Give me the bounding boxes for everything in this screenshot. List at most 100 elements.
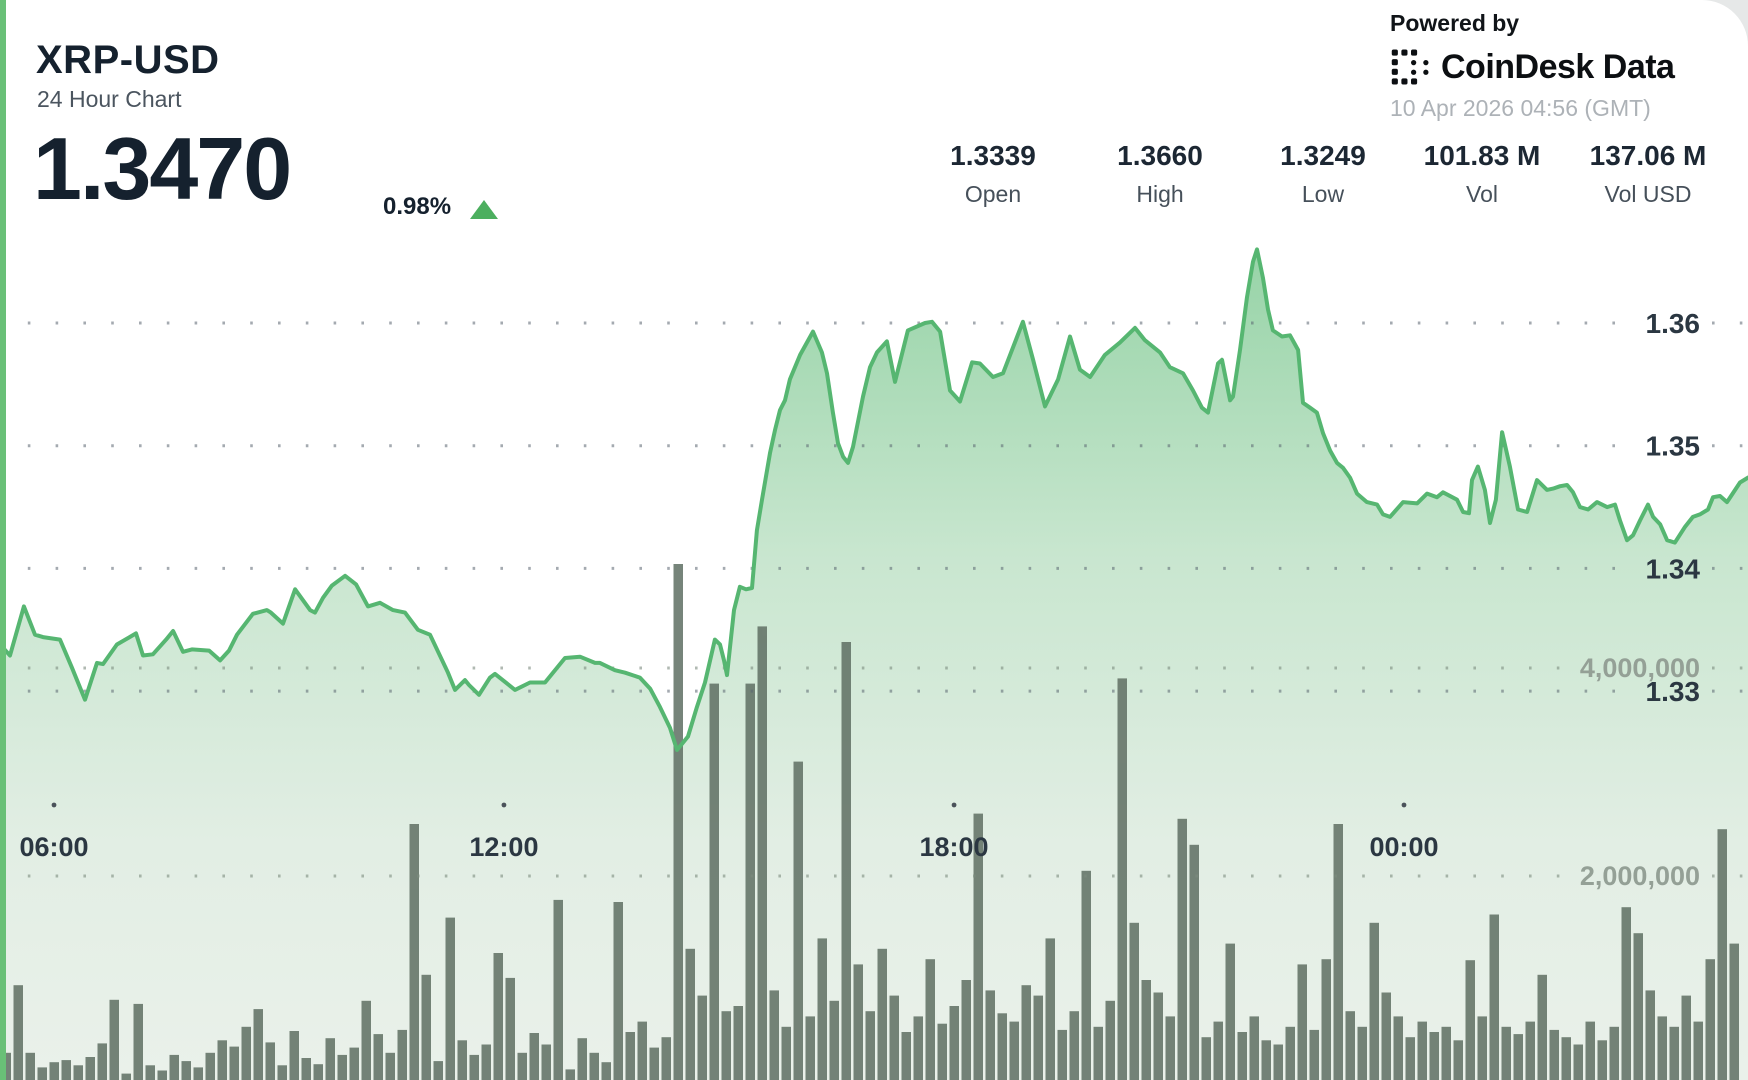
volume-bar (121, 1073, 131, 1080)
volume-bar (817, 938, 827, 1080)
volume-bar (1129, 922, 1139, 1080)
volume-bar (1357, 1026, 1367, 1080)
volume-bar (421, 974, 431, 1080)
volume-bar (49, 1062, 59, 1080)
open-value: 1.3339 (950, 140, 1036, 171)
volume-bar (1249, 1016, 1259, 1080)
volume-bar (1213, 1021, 1223, 1080)
x-axis-label: 00:00 (1369, 832, 1438, 862)
volume-bar (721, 1011, 731, 1080)
volume-bar (1465, 960, 1475, 1080)
volume-bar (349, 1047, 359, 1080)
volume-bar (1477, 1016, 1487, 1080)
volume-bar (1237, 1032, 1247, 1080)
volume-bar (313, 1064, 323, 1080)
volume-bar (469, 1054, 479, 1080)
volume-bars (1, 564, 1739, 1080)
volume-bar (1165, 1016, 1175, 1080)
volume-bar (1705, 959, 1715, 1080)
volume-bar (457, 1040, 467, 1080)
volume-bar (1645, 990, 1655, 1080)
price-axis-label: 1.33 (1646, 676, 1701, 707)
low-label: Low (1301, 181, 1345, 207)
volume-bar (529, 1033, 539, 1080)
volume-bar (637, 1021, 647, 1080)
volume-bar (1225, 943, 1235, 1080)
volume-bar (1729, 943, 1739, 1080)
volume-bar (397, 1029, 407, 1080)
volume-bar (13, 985, 23, 1080)
volume-axis-label: 4,000,000 (1580, 653, 1700, 683)
coindesk-brand[interactable]: CoinDesk Data (1390, 45, 1720, 89)
volume-bar (517, 1052, 527, 1080)
volume-bar (73, 1065, 83, 1080)
volume-bar (445, 917, 455, 1080)
left-accent-bar (0, 0, 6, 1080)
price-area (0, 249, 1748, 1080)
ohlc-stats-row: 1.3339 Open 1.3660 High 1.3249 Low 101.8… (0, 140, 1748, 220)
volume-bar (1669, 1026, 1679, 1080)
gridlines (0, 321, 1748, 878)
volume-bar (1201, 1037, 1211, 1080)
volume-bar (193, 1067, 203, 1080)
stat-volume: 101.83 M Vol (1382, 140, 1582, 208)
volume-bar (1, 1052, 11, 1080)
volume-bar (1393, 1016, 1403, 1080)
volume-bar (289, 1031, 299, 1080)
volume-bar (1153, 992, 1163, 1080)
volume-bar (709, 683, 719, 1080)
volume-bar (1093, 1026, 1103, 1080)
volume-bar (1501, 1026, 1511, 1080)
volume-bar (769, 990, 779, 1080)
volume-bar (1429, 1032, 1439, 1080)
volume-bar (433, 1061, 443, 1080)
volume-bar (697, 995, 707, 1080)
volume-bar (829, 1000, 839, 1080)
volume-bar (277, 1065, 287, 1080)
volume-bar (1273, 1044, 1283, 1080)
volume-bar (1417, 1021, 1427, 1080)
volume-bar (1633, 933, 1643, 1080)
price-axis-label: 1.34 (1646, 553, 1701, 584)
volume-bar (205, 1052, 215, 1080)
volume-bar (1033, 995, 1043, 1080)
volume-bar (1405, 1037, 1415, 1080)
volume-bar (25, 1052, 35, 1080)
stat-open: 1.3339 Open (893, 140, 1093, 208)
volume-bar (661, 1037, 671, 1080)
coindesk-logo-icon (1391, 49, 1429, 85)
volume-bar (373, 1034, 383, 1080)
volume-bar (217, 1040, 227, 1080)
volume-bar (1045, 938, 1055, 1080)
volume-bar (181, 1061, 191, 1080)
volume-bar (1117, 678, 1127, 1080)
volume-bar (1549, 1029, 1559, 1080)
up-arrow-icon (470, 200, 498, 219)
volume-bar (1285, 1026, 1295, 1080)
volume-bar (385, 1052, 395, 1080)
volume-bar (745, 683, 755, 1080)
volume-bar (601, 1062, 611, 1080)
volume-bar (925, 959, 935, 1080)
volume-bar (565, 1069, 575, 1080)
volume-bar (133, 1003, 143, 1080)
volume-bar (1021, 985, 1031, 1080)
stat-low: 1.3249 Low (1223, 140, 1423, 208)
volume-bar (493, 953, 503, 1080)
high-label: High (1136, 181, 1184, 207)
volume-bar (1525, 1021, 1535, 1080)
volume-bar (1189, 844, 1199, 1080)
x-axis-tick (951, 802, 957, 808)
axis-labels: 1.36 1.35 1.34 1.334,000,000 2,000,000 06:00 1… (19, 308, 1700, 891)
volume-bar (1309, 1029, 1319, 1080)
volume-bar (985, 990, 995, 1080)
volume-label: Vol (1466, 181, 1498, 207)
volume-bar (625, 1032, 635, 1080)
volume-bar (1585, 1021, 1595, 1080)
volume-bar (1621, 907, 1631, 1080)
volume-bar (1573, 1044, 1583, 1080)
price-axis-label: 1.35 (1646, 431, 1701, 462)
volume-bar (877, 948, 887, 1080)
volume-bar (1297, 964, 1307, 1080)
volume-bar (1597, 1040, 1607, 1080)
